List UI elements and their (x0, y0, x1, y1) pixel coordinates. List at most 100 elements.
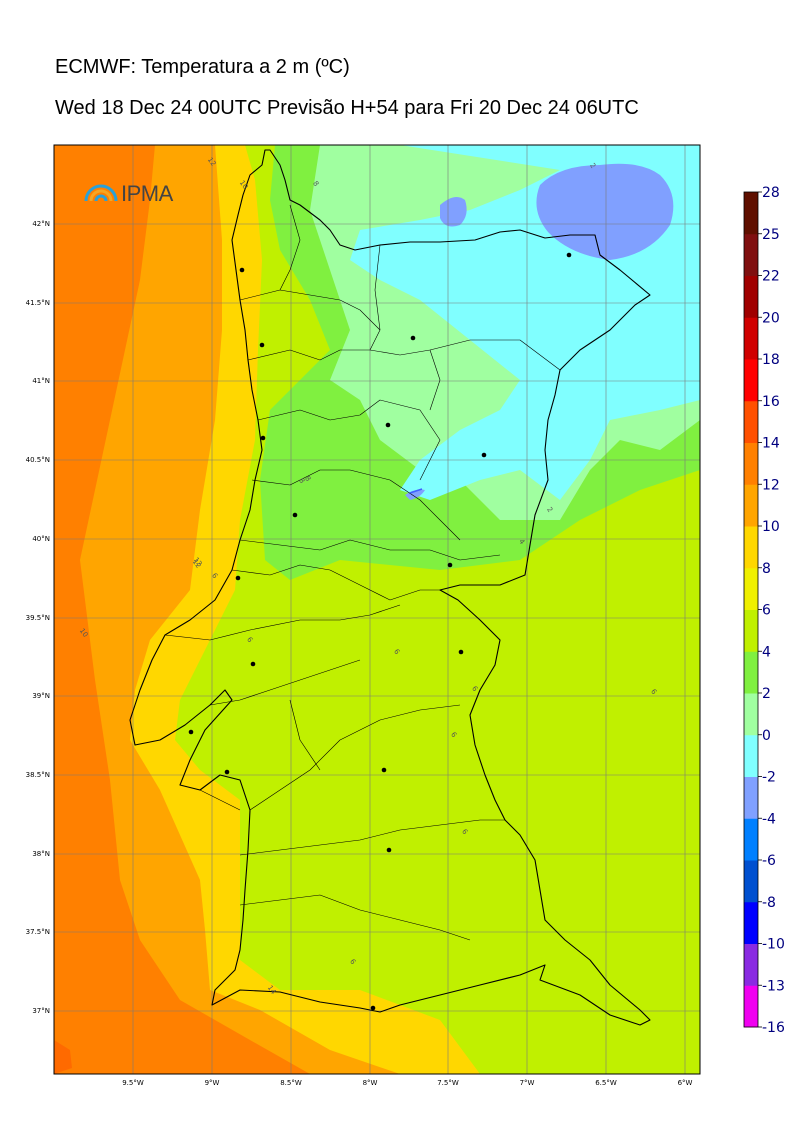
city-dot: Castelo Branco (447, 562, 453, 568)
lat-tick-label: 37.5°N (26, 928, 50, 936)
colorbar-label: 18 (762, 352, 780, 368)
colorbar-swatch (744, 776, 758, 819)
lon-tick-label: 7°W (520, 1079, 535, 1087)
lat-tick-label: 40.5°N (26, 456, 50, 464)
lon-tick-label: 6.5°W (595, 1079, 617, 1087)
city-dot: Portalegre (458, 649, 464, 655)
isoline-label: 8 (303, 475, 312, 483)
city-dot: Beja (386, 847, 392, 853)
ipma-logo: IPMA (84, 181, 174, 206)
isoline-label: 14 (266, 984, 278, 996)
city-dot: Lisboa (188, 729, 194, 735)
country-borders (129, 149, 651, 1026)
colorbar-label: 10 (762, 519, 780, 535)
colorbar-swatch (744, 275, 758, 318)
city-dot: Leiria (235, 575, 241, 581)
colorbar-label: -2 (762, 770, 776, 786)
colorbar-label: -4 (762, 811, 776, 827)
colorbar-swatch (744, 734, 758, 777)
city-dot: Setúbal (224, 769, 230, 775)
colorbar-label: 2 (762, 686, 771, 702)
colorbar-swatch (744, 985, 758, 1028)
lat-tick-label: 40°N (32, 535, 50, 543)
isoline-label: 6 (210, 572, 219, 581)
city-dot: Coimbra (292, 512, 298, 518)
longitude-labels: 9.5°W 9°W 8.5°W 8°W 7.5°W 7°W 6.5°W 6°W (122, 1079, 692, 1087)
colorbar-swatch (744, 901, 758, 944)
colorbar-swatch (744, 233, 758, 276)
colorbar-label: -6 (762, 853, 776, 869)
colorbar-swatch (744, 943, 758, 986)
lat-tick-label: 39°N (32, 692, 50, 700)
colorbar-swatch (744, 818, 758, 861)
colorbar-swatch (744, 484, 758, 527)
lat-tick-label: 38.5°N (26, 771, 50, 779)
colorbar-label: 20 (762, 310, 780, 326)
isoline-label: 10 (238, 179, 250, 191)
colorbar-label: 6 (762, 603, 771, 619)
lat-tick-label: 42°N (32, 220, 50, 228)
colorbar-swatch (744, 317, 758, 360)
colorbar-label: 22 (762, 269, 780, 285)
isoline-label: 6 (460, 828, 469, 837)
colorbar-label: 28 (762, 185, 780, 201)
lat-tick-label: 41°N (32, 377, 50, 385)
isoline-label: 6 (348, 958, 357, 967)
latitude-labels: 42°N 41.5°N 41°N 40.5°N 40°N 39.5°N 39°N 38.5°N… (26, 220, 50, 1015)
isoline-label: 4 (517, 538, 526, 547)
city-dot: Vila Real (410, 335, 416, 341)
isoline-label: 12 (206, 156, 218, 168)
lon-tick-label: 7.5°W (437, 1079, 459, 1087)
logo-arc-icon (84, 184, 118, 202)
lon-tick-label: 8°W (363, 1079, 378, 1087)
cold-core-northeast (536, 163, 674, 260)
cold-core-spot (405, 489, 425, 500)
colorbar-label: 14 (762, 436, 780, 452)
colorbar-label: 0 (762, 728, 771, 744)
colorbar-swatch (744, 609, 758, 652)
map-title: ECMWF: Temperatura a 2 m (ºC) (55, 56, 350, 78)
city-dot: Porto (259, 342, 265, 348)
colorbar-swatch (744, 693, 758, 736)
colorbar-swatch (744, 567, 758, 610)
lat-lon-grid (54, 145, 700, 1074)
forecast-subtitle: Wed 18 Dec 24 00UTC Previsão H+54 para F… (55, 97, 639, 119)
colorbar-swatch (744, 526, 758, 569)
colorbar-swatch (744, 442, 758, 485)
lon-tick-label: 9°W (205, 1079, 220, 1087)
isoline-label: 6 (470, 685, 479, 694)
isoline-label: 2 (588, 162, 597, 170)
colorbar-label: 8 (762, 561, 771, 577)
isoline-label: 6 (649, 688, 658, 697)
isoline-label: 12 (191, 558, 203, 570)
colorbar-label: -10 (762, 937, 785, 953)
colorbar-swatch (744, 359, 758, 402)
portugal-outline (129, 149, 651, 1026)
city-dot: Viseu (385, 422, 391, 428)
isoline-label: 2 (545, 506, 554, 514)
colorbar-label: -13 (762, 978, 785, 994)
reservoir (409, 488, 423, 494)
lon-tick-label: 9.5°W (122, 1079, 144, 1087)
isoline-label: 8 (311, 180, 320, 188)
colorbar-label: 4 (762, 644, 771, 660)
colorbar-label: 16 (762, 394, 780, 410)
isoline-label: 6 (392, 648, 401, 657)
logo-text: IPMA (121, 181, 174, 206)
lat-tick-label: 41.5°N (26, 299, 50, 307)
sea-warmest-spot (54, 1040, 72, 1074)
lon-tick-label: 6°W (678, 1079, 693, 1087)
isoline-label: 10 (78, 627, 90, 639)
colorbar-label: -8 (762, 895, 776, 911)
city-dot: Santarém (250, 661, 256, 667)
isoline-label: 6 (449, 731, 458, 740)
colorbar-swatch (744, 860, 758, 903)
colorbar-swatch (744, 192, 758, 235)
colorbar-swatch (744, 651, 758, 694)
district-borders (164, 204, 561, 941)
lat-tick-label: 39.5°N (26, 614, 50, 622)
city-dot: Bragança (566, 252, 572, 258)
